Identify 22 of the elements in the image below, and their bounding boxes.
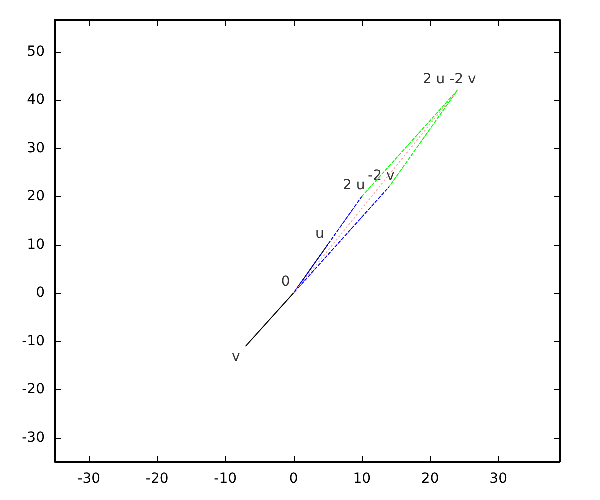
y-tick-label: 30 xyxy=(27,140,45,156)
x-tick-label: 30 xyxy=(490,471,508,487)
y-tick-label: -30 xyxy=(22,430,45,446)
x-tick-label: 10 xyxy=(353,471,372,487)
x-tick-label: 0 xyxy=(289,471,298,487)
annotation: 2 u -2 v xyxy=(422,71,476,88)
x-tick-label: -10 xyxy=(214,471,238,487)
x-tick-label: -30 xyxy=(78,471,101,487)
y-tick-label: 50 xyxy=(27,44,45,60)
annotation: u xyxy=(316,226,324,242)
annotation: 0 xyxy=(281,274,290,290)
annotation: 2 u xyxy=(342,178,366,194)
x-tick-label: -20 xyxy=(146,471,169,487)
y-tick-label: -20 xyxy=(22,382,45,398)
annotation: -2 v xyxy=(368,168,395,184)
x-tick-label: 20 xyxy=(421,471,440,487)
y-tick-label: 10 xyxy=(27,236,45,253)
y-tick-label: 20 xyxy=(27,188,45,205)
y-tick-label: 0 xyxy=(36,285,45,302)
y-tick-label: 40 xyxy=(27,92,45,108)
y-tick-label: -10 xyxy=(22,333,45,350)
annotation: v xyxy=(232,349,240,366)
